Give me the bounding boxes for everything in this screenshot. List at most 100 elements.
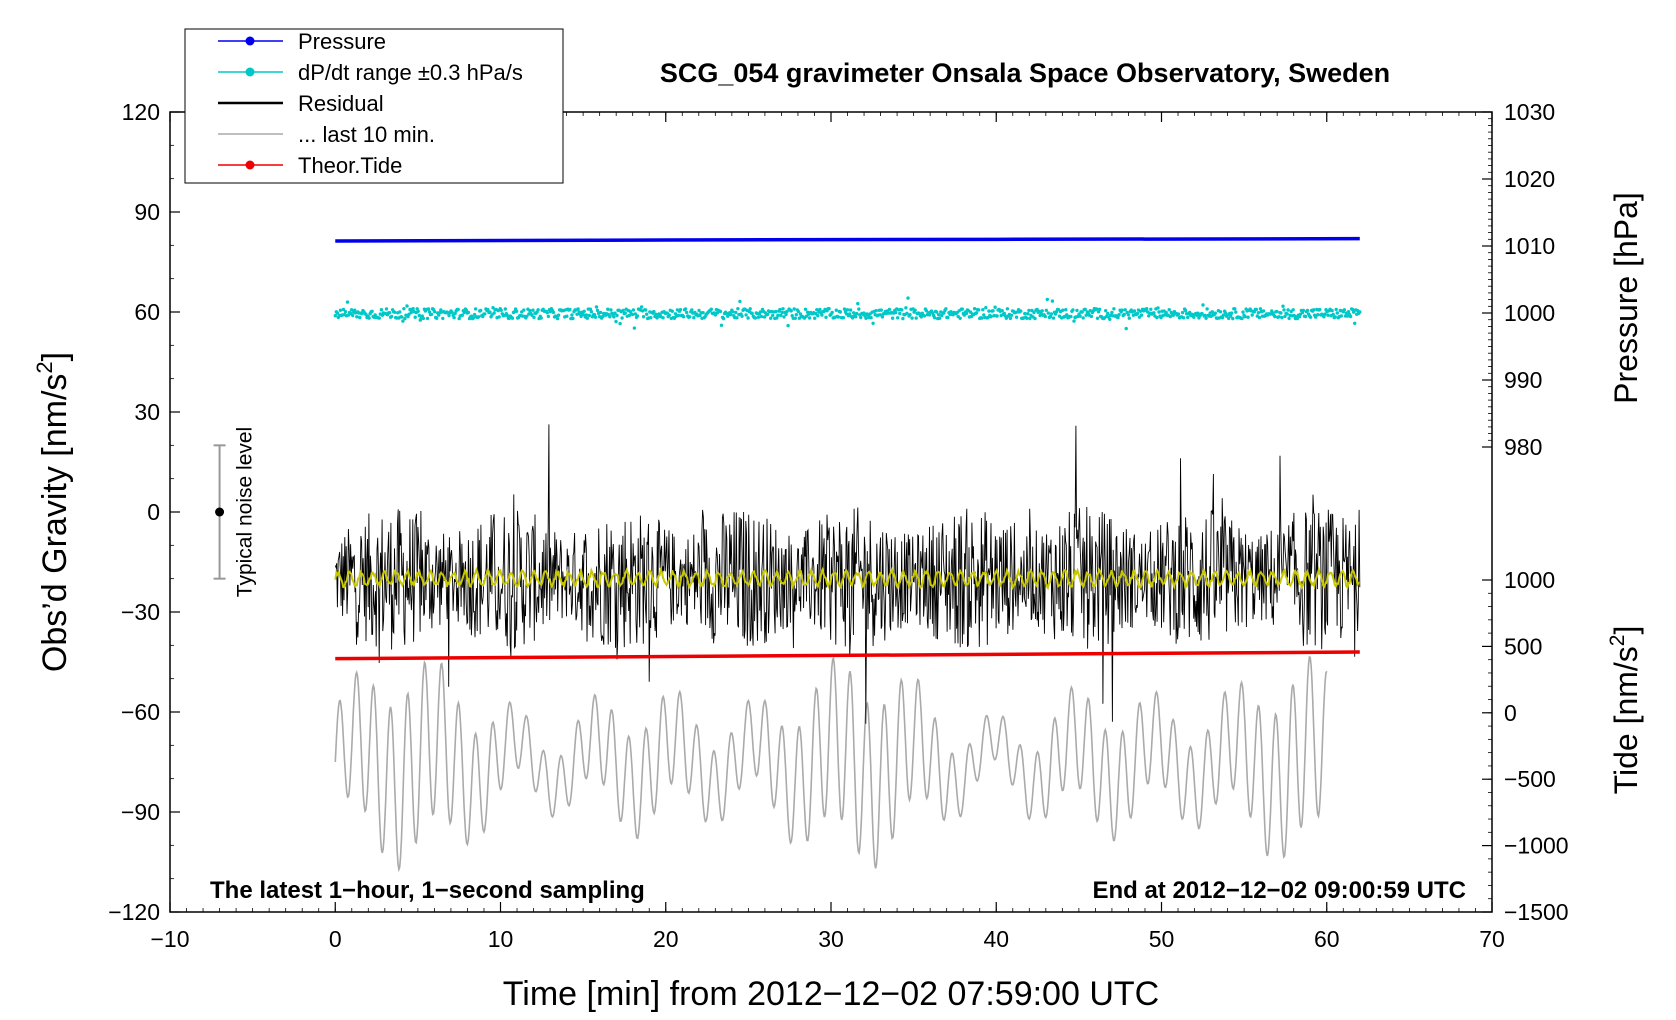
dpdt-point <box>1257 315 1262 320</box>
dpdt-point <box>466 310 471 315</box>
dpdt-point <box>413 315 417 319</box>
legend-label: Residual <box>298 91 384 116</box>
dpdt-point <box>532 315 536 320</box>
dpdt-point <box>818 307 822 312</box>
dpdt-point <box>1358 310 1362 314</box>
pressure-tick-label: 1010 <box>1504 233 1555 259</box>
dpdt-point <box>1164 310 1168 315</box>
dpdt-point <box>1023 311 1027 316</box>
dpdt-point <box>906 296 910 300</box>
dpdt-point <box>1234 310 1238 314</box>
legend-label: dP/dt range ±0.3 hPa/s <box>298 60 523 85</box>
dpdt-point <box>416 309 420 313</box>
noise-indicator: Typical noise level <box>213 427 257 597</box>
dpdt-point <box>1230 311 1234 315</box>
dpdt-point <box>910 316 914 320</box>
dpdt-point <box>922 314 927 318</box>
dpdt-point <box>949 310 953 314</box>
dpdt-point <box>676 313 681 318</box>
dpdt-point <box>738 299 742 304</box>
dpdt-point <box>402 307 406 311</box>
dpdt-point <box>1004 316 1008 320</box>
dpdt-point <box>367 316 371 320</box>
dpdt-point <box>351 313 355 318</box>
dpdt-point <box>1308 315 1313 319</box>
y-tick-label: 60 <box>134 299 160 325</box>
dpdt-point <box>546 314 551 319</box>
dpdt-point <box>740 314 744 318</box>
dpdt-point <box>1186 315 1190 320</box>
dpdt-point <box>878 313 882 317</box>
dpdt-point <box>585 316 589 320</box>
dpdt-point <box>1112 307 1116 311</box>
dpdt-point <box>486 308 490 312</box>
dpdt-point <box>1078 314 1082 318</box>
dpdt-point <box>417 313 421 318</box>
dpdt-point <box>1201 303 1205 307</box>
dpdt-point <box>1240 316 1244 321</box>
pressure-tick-label: 1000 <box>1504 300 1555 326</box>
dpdt-point <box>935 310 939 314</box>
dpdt-point <box>570 313 574 317</box>
dpdt-point <box>744 313 748 317</box>
y-tick-label: −90 <box>121 799 160 825</box>
dpdt-point <box>1273 314 1277 319</box>
dpdt-point <box>435 316 439 320</box>
dpdt-point <box>784 312 788 317</box>
dpdt-point <box>827 307 831 311</box>
dpdt-point <box>692 316 696 320</box>
y-tick-label: −120 <box>108 899 160 925</box>
dpdt-point <box>789 309 793 313</box>
dpdt-point <box>841 316 846 320</box>
dpdt-point <box>358 315 362 320</box>
dpdt-point <box>1104 309 1108 313</box>
tide-tick-label: −1000 <box>1504 833 1569 859</box>
dpdt-point <box>1168 314 1173 319</box>
dpdt-point <box>483 312 487 316</box>
dpdt-point <box>1318 307 1322 312</box>
dpdt-point <box>1280 315 1284 320</box>
dpdt-point <box>514 309 519 313</box>
dpdt-point <box>429 312 434 316</box>
dpdt-point <box>1028 316 1032 321</box>
dpdt-point <box>594 305 599 309</box>
dpdt-point <box>1254 307 1259 312</box>
dpdt-point <box>938 316 942 320</box>
dpdt-point <box>1069 314 1073 319</box>
dpdt-point <box>1181 316 1186 320</box>
tide-tick-label: 0 <box>1504 700 1517 726</box>
series-residual <box>334 424 1361 724</box>
dpdt-point <box>606 307 610 311</box>
dpdt-point <box>709 307 713 311</box>
dpdt-point <box>1258 307 1263 311</box>
dpdt-point <box>1203 313 1207 318</box>
dpdt-point <box>681 315 686 319</box>
dpdt-point <box>1176 312 1181 316</box>
dpdt-point <box>400 315 404 319</box>
dpdt-point <box>807 316 812 320</box>
series-last-10-min <box>334 655 1328 873</box>
dpdt-point <box>836 315 840 319</box>
dpdt-point <box>780 310 784 315</box>
dpdt-point <box>786 323 790 328</box>
dpdt-point <box>1116 315 1120 320</box>
dpdt-point <box>1281 304 1285 308</box>
dpdt-point <box>758 310 763 314</box>
dpdt-point <box>927 313 932 317</box>
dpdt-point <box>1000 309 1004 313</box>
dpdt-point <box>1326 313 1330 317</box>
dpdt-point <box>1061 308 1065 312</box>
dpdt-point <box>1331 312 1335 317</box>
dpdt-point <box>1305 308 1310 313</box>
legend-label: ... last 10 min. <box>298 122 435 147</box>
x-tick-label: −10 <box>150 926 189 952</box>
dpdt-point <box>613 311 617 315</box>
dpdt-point <box>632 326 637 330</box>
legend-box <box>184 28 564 184</box>
legend-marker <box>245 160 255 170</box>
dpdt-point <box>472 312 477 317</box>
dpdt-point <box>645 312 649 316</box>
noise-center-dot <box>215 507 225 517</box>
dpdt-point <box>614 319 618 324</box>
